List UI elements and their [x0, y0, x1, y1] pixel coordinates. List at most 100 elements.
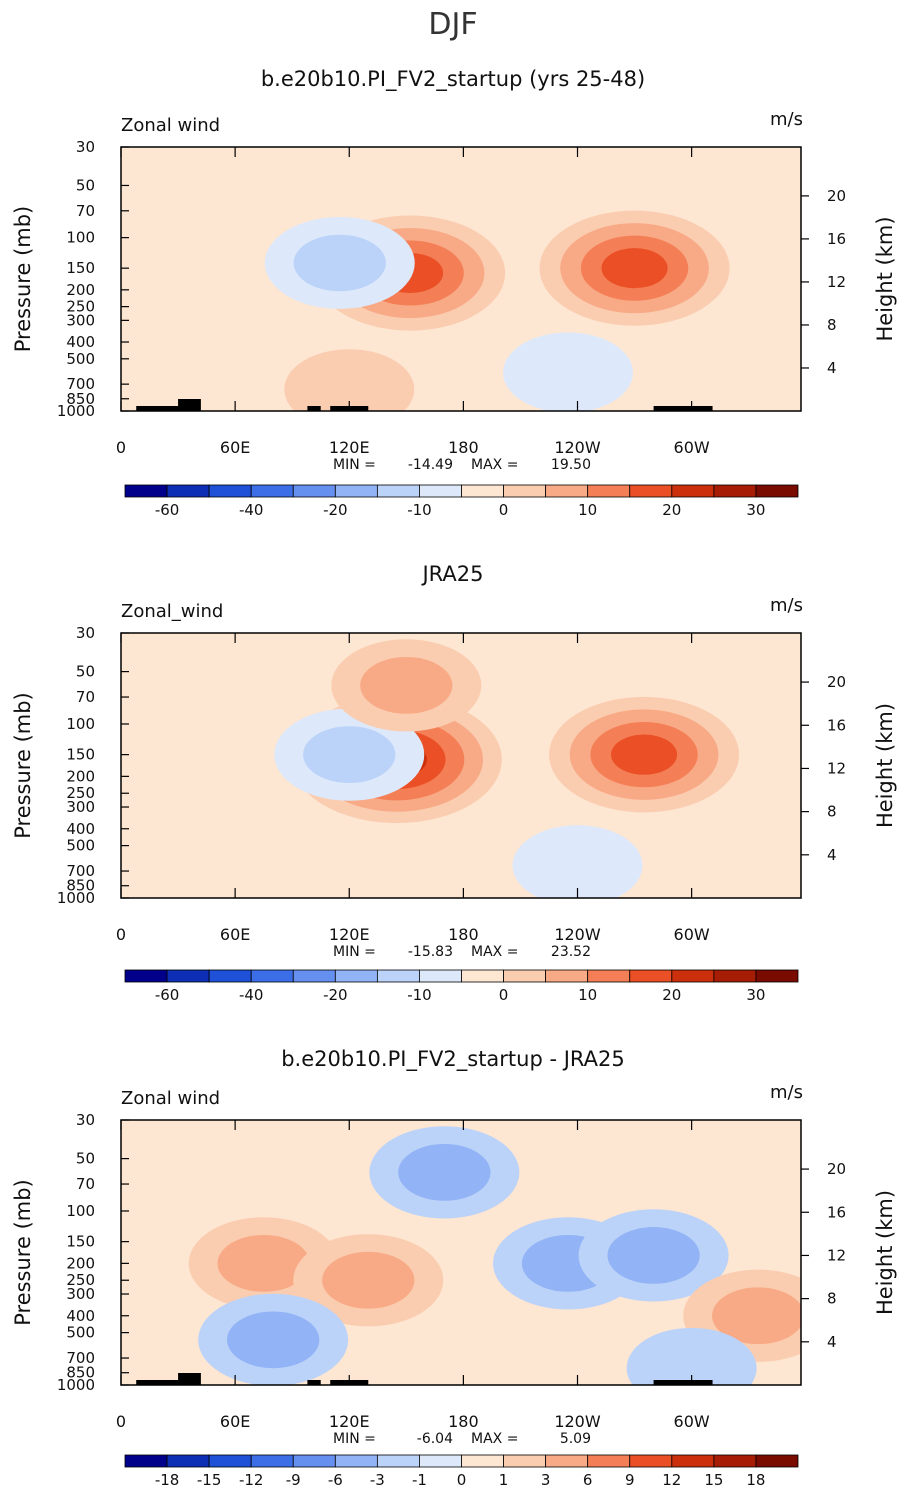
pressure-tick-label: 150	[66, 1233, 95, 1251]
variable-label: Zonal wind	[121, 115, 220, 136]
pressure-tick-label: 50	[76, 176, 95, 194]
colorbar-bin	[587, 484, 631, 498]
pressure-tick-label: 200	[66, 281, 95, 299]
pressure-tick-label: 500	[66, 837, 95, 855]
height-tick-label: 16	[827, 1203, 846, 1221]
max-label: MAX =	[471, 457, 518, 473]
pressure-tick-label: 50	[76, 663, 95, 681]
colorbar-label: -18	[155, 1471, 180, 1489]
contour-field	[121, 633, 801, 898]
colorbar-bin	[545, 969, 589, 983]
max-label: MAX =	[471, 944, 518, 960]
panel-title: b.e20b10.PI_FV2_startup - JRA25	[281, 1047, 625, 1072]
colorbar-bin	[461, 969, 504, 983]
panel-3: b.e20b10.PI_FV2_startup - JRA25 Zonal win…	[11, 1047, 897, 1489]
topography-block	[136, 406, 198, 411]
colorbar-bin	[755, 1454, 799, 1468]
pressure-tick-label: 30	[76, 624, 95, 642]
colorbar-bin	[166, 1454, 210, 1468]
pressure-tick-label: 100	[66, 229, 95, 247]
pressure-tick-label: 500	[66, 350, 95, 368]
contour-level	[303, 726, 396, 784]
colorbar-bin	[587, 1454, 631, 1468]
x-tick-label: 120W	[554, 925, 601, 944]
colorbar-label: 30	[746, 501, 765, 519]
pressure-tick-label: 70	[76, 202, 95, 220]
colorbar-label: 10	[578, 501, 597, 519]
feature-2	[578, 1209, 729, 1302]
max-value: 23.52	[551, 944, 591, 960]
x-tick-label: 180	[448, 925, 479, 944]
feature-2	[539, 210, 730, 326]
pressure-tick-label: 250	[66, 784, 95, 802]
y-axis-label-left: Pressure (mb)	[11, 692, 35, 839]
colorbar-label: -6	[328, 1471, 343, 1489]
x-tick-label: 60W	[674, 438, 710, 457]
x-tick-label: 120W	[554, 438, 601, 457]
pressure-tick-label: 1000	[57, 889, 95, 907]
colorbar-label: -20	[323, 501, 348, 519]
contour-level	[360, 657, 453, 714]
min-value: -14.49	[408, 457, 453, 473]
pressure-tick-label: 400	[66, 820, 95, 838]
contour-level	[611, 734, 678, 775]
colorbar-bin	[419, 969, 462, 983]
colorbar-bin	[713, 969, 757, 983]
x-tick-label: 180	[448, 1412, 479, 1431]
height-tick-label: 20	[827, 187, 846, 205]
panel-title: b.e20b10.PI_FV2_startup (yrs 25-48)	[261, 67, 645, 92]
contour-level	[601, 248, 668, 289]
height-tick-label: 12	[827, 273, 846, 291]
topography-block	[307, 1380, 321, 1385]
feature-5	[284, 349, 415, 411]
colorbar-bin	[334, 484, 378, 498]
x-tick-label: 0	[116, 438, 126, 457]
pressure-tick-label: 300	[66, 311, 95, 329]
colorbar-label: 0	[499, 501, 509, 519]
colorbar-bin	[671, 484, 715, 498]
colorbar-bin	[629, 1454, 673, 1468]
min-label: MIN =	[333, 1431, 376, 1447]
variable-label: Zonal wind	[121, 1088, 220, 1109]
pressure-tick-label: 300	[66, 1285, 95, 1303]
colorbar-bin	[755, 484, 799, 498]
colorbar-label: 20	[662, 501, 681, 519]
height-tick-label: 20	[827, 673, 846, 691]
height-tick-label: 12	[827, 1246, 846, 1264]
min-label: MIN =	[333, 944, 376, 960]
pressure-tick-label: 50	[76, 1150, 95, 1168]
colorbar-bin	[376, 484, 420, 498]
colorbar-label: -12	[239, 1471, 264, 1489]
contour-level	[227, 1311, 320, 1369]
colorbar-bin	[461, 484, 504, 498]
y-axis-label-right: Height (km)	[873, 703, 897, 828]
x-tick-label: 60E	[220, 925, 250, 944]
colorbar-bin	[461, 1454, 504, 1468]
colorbar-bin	[503, 484, 547, 498]
colorbar-label: -20	[323, 986, 348, 1004]
colorbar-label: -10	[407, 501, 432, 519]
pressure-tick-label: 30	[76, 1111, 95, 1129]
contour-level	[712, 1287, 801, 1345]
topography-block	[307, 406, 321, 411]
topography-block	[178, 1373, 201, 1385]
colorbar-bin	[208, 969, 252, 983]
feature-7	[369, 1126, 520, 1219]
pressure-tick-label: 400	[66, 333, 95, 351]
x-tick-label: 180	[448, 438, 479, 457]
panel-1: b.e20b10.PI_FV2_startup (yrs 25-48) Zonal…	[11, 67, 897, 519]
colorbar-bin	[250, 1454, 294, 1468]
colorbar-bin	[292, 484, 336, 498]
pressure-tick-label: 100	[66, 1202, 95, 1220]
colorbar-bin	[713, 484, 757, 498]
colorbar-bin	[671, 969, 715, 983]
colorbar-label: 0	[457, 1471, 467, 1489]
colorbar-bin	[376, 969, 420, 983]
feature-4	[293, 1234, 444, 1327]
pressure-tick-label: 250	[66, 1271, 95, 1289]
min-label: MIN =	[333, 457, 376, 473]
height-tick-label: 4	[827, 359, 837, 377]
colorbar-bin	[334, 1454, 378, 1468]
colorbar-bin	[545, 1454, 589, 1468]
